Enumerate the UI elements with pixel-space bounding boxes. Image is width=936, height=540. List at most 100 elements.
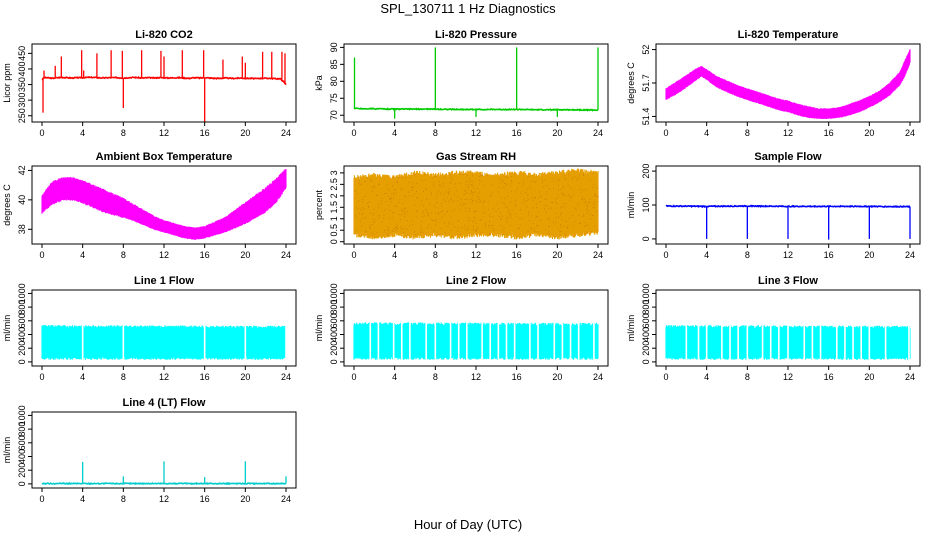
y-tick-label: 200 xyxy=(641,341,651,356)
x-tick-label: 0 xyxy=(39,250,44,260)
x-tick-label: 20 xyxy=(864,128,874,138)
x-tick-label: 16 xyxy=(200,372,210,382)
panel-4: Ambient Box Temperature degrees C 0 4 8 12 16 2… xyxy=(2,151,297,260)
x-tick-label: 20 xyxy=(552,128,562,138)
y-tick-label: 0 xyxy=(329,239,339,244)
panel-title: Line 2 Flow xyxy=(446,275,506,287)
y-axis-label: ml/min xyxy=(314,315,324,342)
x-tick-label: 24 xyxy=(593,250,603,260)
y-tick-label: 800 xyxy=(17,300,27,315)
x-tick-label: 8 xyxy=(121,494,126,504)
y-tick-label: 400 xyxy=(641,327,651,342)
panel-title: Line 3 Flow xyxy=(758,275,818,287)
x-tick-label: 20 xyxy=(552,372,562,382)
x-tick-label: 16 xyxy=(512,128,522,138)
plot-area xyxy=(353,47,599,119)
x-tick-label: 4 xyxy=(704,250,709,260)
y-tick-label: 250 xyxy=(17,108,27,123)
panel-title: Li-820 CO2 xyxy=(135,29,192,41)
y-tick-label: 85 xyxy=(329,59,339,69)
x-tick-label: 12 xyxy=(471,250,481,260)
x-tick-label: 8 xyxy=(745,128,750,138)
panel-title: Gas Stream RH xyxy=(436,151,516,163)
plot-area xyxy=(665,49,911,119)
x-tick-label: 12 xyxy=(783,372,793,382)
y-axis-label: percent xyxy=(314,189,324,220)
x-tick-label: 0 xyxy=(351,128,356,138)
y-axis-label: degrees C xyxy=(2,184,12,226)
panel-3: Li-820 Temperature degrees C 0 4 8 12 16 20 24 51… xyxy=(626,29,921,138)
x-tick-label: 4 xyxy=(80,128,85,138)
panel-10: Line 4 (LT) Flow ml/min 0 4 8 12 16 20 24 0 200400… xyxy=(2,397,297,504)
panel-title: Ambient Box Temperature xyxy=(96,151,233,163)
x-tick-label: 8 xyxy=(121,372,126,382)
panel-title: Li-820 Temperature xyxy=(738,29,839,41)
y-tick-label: 1000 xyxy=(17,283,27,303)
y-tick-label: 0 xyxy=(17,481,27,486)
panel-2: Li-820 Pressure kPa 0 4 8 12 16 20 24 70 75 80 85 90 xyxy=(314,29,609,138)
x-tick-label: 24 xyxy=(905,250,915,260)
data-band xyxy=(353,168,599,240)
y-tick-label: 1000 xyxy=(641,283,651,303)
x-tick-label: 8 xyxy=(745,372,750,382)
x-tick-label: 12 xyxy=(159,372,169,382)
y-tick-label: 51.4 xyxy=(641,108,651,126)
panel-title: Sample Flow xyxy=(754,151,822,163)
y-tick-label: 0 xyxy=(641,359,651,364)
data-band xyxy=(665,49,911,119)
y-axis-label: ml/min xyxy=(2,315,12,342)
y-tick-label: 80 xyxy=(329,76,339,86)
x-tick-label: 24 xyxy=(593,372,603,382)
x-tick-label: 24 xyxy=(593,128,603,138)
y-tick-label: 75 xyxy=(329,93,339,103)
panel-6: Sample Flow ml/min 0 4 8 12 16 20 24 0 100 200 xyxy=(626,151,921,260)
y-tick-label: 42 xyxy=(17,165,27,175)
x-tick-label: 16 xyxy=(512,250,522,260)
x-tick-label: 12 xyxy=(783,250,793,260)
y-tick-label: 38 xyxy=(17,224,27,234)
x-tick-label: 8 xyxy=(121,250,126,260)
y-axis-label: Licor ppm xyxy=(2,63,12,103)
x-tick-label: 20 xyxy=(240,372,250,382)
plot-area xyxy=(41,461,287,486)
y-tick-label: 2 xyxy=(329,193,339,198)
x-tick-label: 16 xyxy=(200,494,210,504)
x-tick-label: 16 xyxy=(824,372,834,382)
y-tick-label: 800 xyxy=(17,422,27,437)
panel-title: Li-820 Pressure xyxy=(435,29,517,41)
plot-area xyxy=(41,169,287,240)
x-tick-label: 20 xyxy=(864,372,874,382)
x-tick-label: 8 xyxy=(433,250,438,260)
x-tick-label: 16 xyxy=(824,250,834,260)
x-axis-title: Hour of Day (UTC) xyxy=(413,517,523,532)
x-tick-label: 8 xyxy=(433,128,438,138)
y-axis-label: ml/min xyxy=(2,437,12,464)
y-tick-label: 90 xyxy=(329,42,339,52)
y-axis-label: ml/min xyxy=(626,192,636,219)
x-tick-label: 4 xyxy=(392,250,397,260)
data-band xyxy=(353,322,599,360)
y-axis-label: degrees C xyxy=(626,62,636,104)
x-tick-label: 0 xyxy=(663,250,668,260)
x-tick-label: 4 xyxy=(80,494,85,504)
x-tick-label: 12 xyxy=(159,494,169,504)
x-tick-label: 12 xyxy=(471,372,481,382)
y-tick-label: 52 xyxy=(641,45,651,55)
y-tick-label: 200 xyxy=(17,463,27,478)
plot-area xyxy=(353,168,599,240)
x-tick-label: 0 xyxy=(351,372,356,382)
x-tick-label: 12 xyxy=(783,128,793,138)
x-tick-label: 4 xyxy=(704,372,709,382)
x-tick-label: 4 xyxy=(392,372,397,382)
x-tick-label: 24 xyxy=(905,372,915,382)
y-tick-label: 600 xyxy=(329,313,339,328)
plot-area xyxy=(665,204,911,240)
y-tick-label: 2.5 xyxy=(329,178,339,191)
y-tick-label: 200 xyxy=(641,164,651,179)
y-tick-label: 350 xyxy=(17,77,27,92)
data-band xyxy=(41,169,287,240)
y-tick-label: 70 xyxy=(329,110,339,120)
